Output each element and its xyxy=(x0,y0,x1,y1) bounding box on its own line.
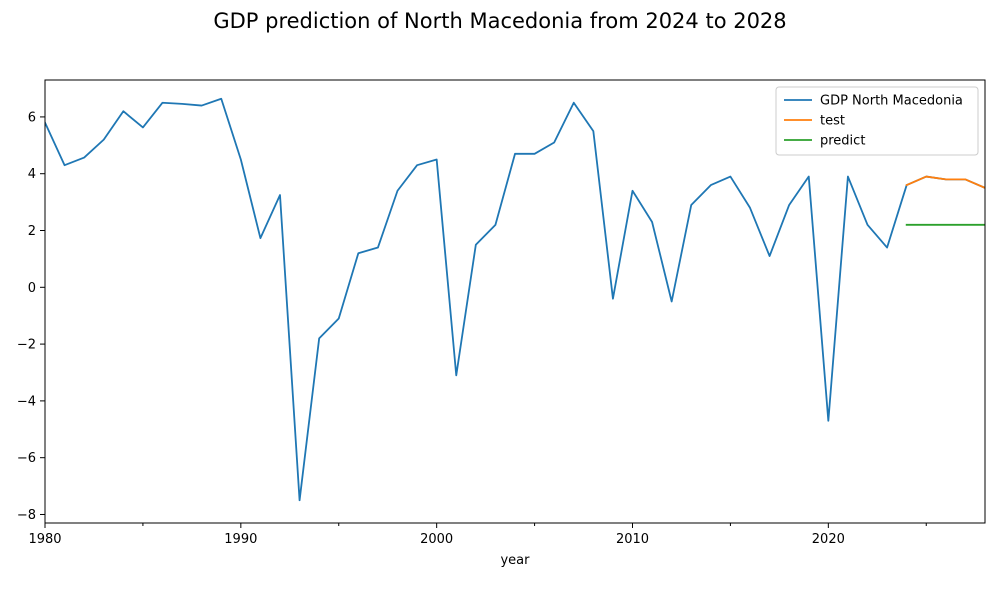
legend-label: test xyxy=(820,114,845,129)
legend-label: predict xyxy=(820,134,865,149)
axes-frame xyxy=(44,79,986,524)
x-tick-label: 2000 xyxy=(420,532,453,547)
y-tick-label: 0 xyxy=(28,281,36,296)
x-tick-label: 1990 xyxy=(224,532,257,547)
series-line-gdp-north-macedonia xyxy=(45,97,985,502)
x-tick-label: 2010 xyxy=(616,532,649,547)
y-tick-label: 4 xyxy=(28,167,36,182)
y-tick-label: 2 xyxy=(28,224,36,239)
y-tick-label: −2 xyxy=(17,338,36,353)
plot-area xyxy=(45,97,985,502)
y-tick-label: 6 xyxy=(28,110,36,125)
y-tick-label: −8 xyxy=(17,508,36,523)
y-tick-label: −6 xyxy=(17,451,36,466)
series-line-test xyxy=(905,175,985,189)
y-tick-label: −4 xyxy=(17,394,36,409)
legend-label: GDP North Macedonia xyxy=(820,94,963,109)
legend: GDP North Macedonia test predict xyxy=(775,86,979,156)
x-tick-label: 2020 xyxy=(812,532,845,547)
axes-ticks: 1980 1990 2000 2010 2020 −8 −6 −4 −2 0 2 4 6 xyxy=(17,110,927,547)
x-axis-label: year xyxy=(500,553,530,568)
x-tick-label: 1980 xyxy=(28,532,61,547)
chart-title: GDP prediction of North Macedonia from 2… xyxy=(213,9,786,33)
legend-box xyxy=(775,86,979,156)
